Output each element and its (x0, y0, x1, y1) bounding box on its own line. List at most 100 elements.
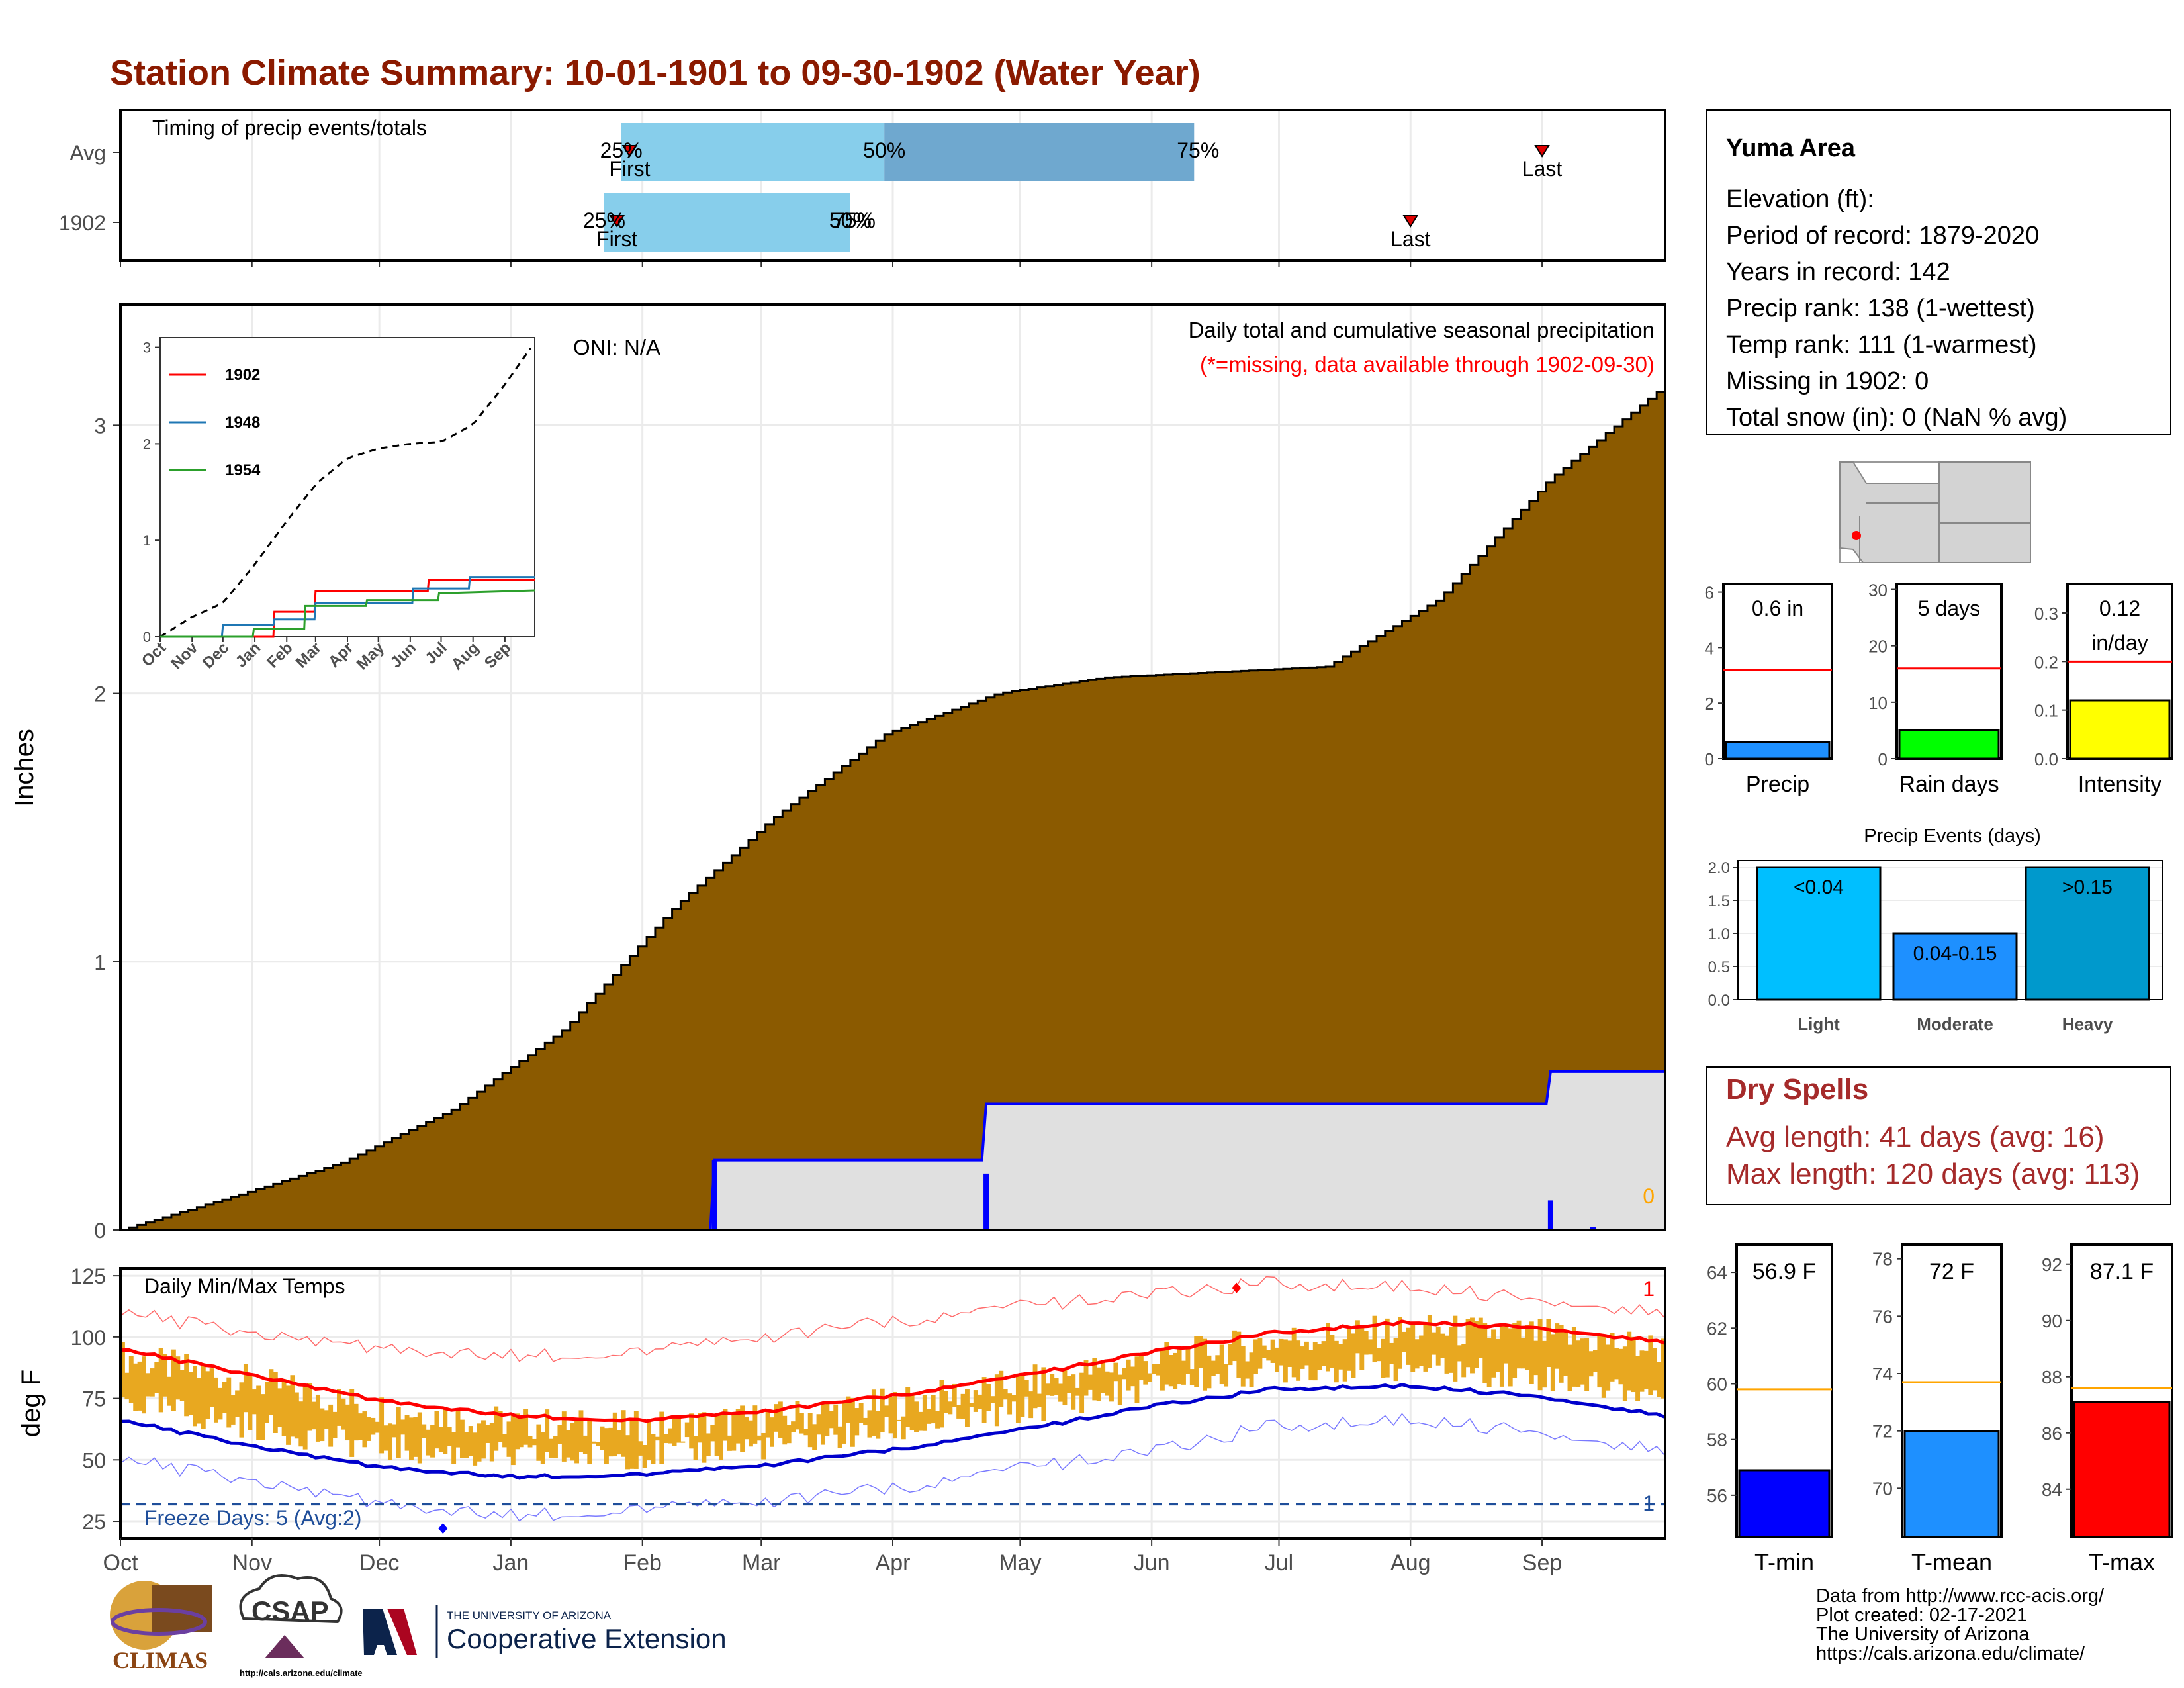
summary-bar-value: 5 days (1918, 596, 1980, 620)
daily-temp-bar (494, 1406, 499, 1451)
daily-temp-bar (451, 1432, 457, 1464)
summary-bar (1898, 729, 2000, 760)
daily-temp-bar (1032, 1364, 1038, 1409)
daily-temp-bar (523, 1409, 529, 1445)
daily-temp-bar (935, 1411, 940, 1429)
month-tick-label: Jul (1265, 1550, 1293, 1575)
daily-temp-bar (1347, 1328, 1352, 1371)
daily-temp-bar (1152, 1364, 1157, 1374)
daily-precip-bar (983, 1173, 989, 1230)
y-tick-label: 25 (82, 1510, 106, 1534)
summary-bar-name: Intensity (2078, 772, 2162, 797)
summary-bar (2069, 699, 2171, 760)
missing-data-note: (*=missing, data available through 1902-… (1200, 352, 1655, 377)
daily-temp-bar (1393, 1337, 1398, 1382)
daily-temp-bar (1105, 1371, 1110, 1396)
daily-temp-bar (663, 1434, 668, 1444)
events-bar (2025, 866, 2150, 1001)
daily-temp-bar (235, 1390, 240, 1417)
daily-temp-bar (901, 1416, 906, 1440)
daily-temp-bar (468, 1426, 473, 1456)
daily-temp-bar (1508, 1328, 1513, 1387)
daily-temp-bar (820, 1404, 825, 1445)
temp-tick-label: 88 (2042, 1367, 2062, 1387)
daily-temp-bar (621, 1410, 626, 1457)
inset-y-tick-label: 2 (143, 436, 151, 452)
daily-temp-bar (383, 1425, 388, 1451)
daily-temp-bar (248, 1374, 253, 1430)
daily-temp-bar (1189, 1369, 1195, 1385)
daily-temp-bar (345, 1404, 350, 1441)
daily-temp-bar (735, 1409, 741, 1444)
daily-temp-bar (531, 1438, 537, 1446)
daily-temp-bar (744, 1416, 749, 1440)
record-min-line (120, 1413, 1666, 1522)
station-line: Precip rank: 138 (1-wettest) (1726, 295, 2035, 322)
timing-percentile-label: 75% (1177, 138, 1219, 162)
summary-tick-label: 30 (1868, 581, 1888, 600)
daily-temp-bar (1491, 1329, 1496, 1378)
daily-temp-bar (578, 1410, 584, 1452)
daily-temp-bar (854, 1408, 860, 1436)
daily-temp-bar (307, 1383, 312, 1431)
daily-temp-bar (387, 1423, 392, 1460)
daily-temp-bar (1516, 1320, 1522, 1369)
daily-temp-bar (931, 1395, 936, 1424)
daily-temp-bar (536, 1424, 541, 1461)
inset-series-line (160, 576, 535, 638)
daily-temp-bar (366, 1417, 371, 1441)
temp-panel: Daily Min/Max Temps Freeze Days: 5 (Avg:2… (17, 1264, 1666, 1540)
daily-temp-bar (328, 1404, 334, 1447)
daily-temp-bar (1486, 1337, 1492, 1387)
daily-temp-bar (320, 1408, 325, 1442)
daily-temp-bar (1300, 1346, 1305, 1369)
station-line: Period of record: 1879-2020 (1726, 222, 2039, 250)
daily-temp-bar (1398, 1317, 1402, 1369)
daily-temp-bar (1308, 1350, 1314, 1381)
daily-temp-bar (1215, 1355, 1220, 1374)
daily-temp-bar (994, 1374, 999, 1427)
daily-temp-bar (999, 1370, 1004, 1407)
daily-temp-bar (545, 1409, 550, 1452)
daily-temp-bar (434, 1411, 439, 1449)
daily-temp-bar (778, 1401, 783, 1438)
daily-temp-bar (260, 1394, 265, 1440)
daily-temp-bar (179, 1370, 185, 1401)
daily-temp-bar (315, 1394, 320, 1442)
daily-temp-bar (438, 1427, 443, 1452)
daily-temp-bar (1440, 1333, 1445, 1358)
daily-temp-bar (651, 1434, 656, 1464)
daily-temp-bar (1567, 1344, 1572, 1391)
month-tick-label: May (999, 1550, 1041, 1575)
daily-temp-bar (918, 1411, 923, 1431)
daily-temp-bar (447, 1427, 452, 1446)
daily-temp-bar (1287, 1340, 1293, 1367)
daily-temp-bar (1657, 1362, 1662, 1397)
daily-temp-bar (1368, 1339, 1373, 1355)
daily-temp-bar (332, 1411, 338, 1438)
temp-panel-label: Daily Min/Max Temps (144, 1274, 345, 1298)
precip-panel-header: Daily total and cumulative seasonal prec… (1189, 318, 1655, 342)
daily-temp-bar (273, 1372, 278, 1434)
month-tick-label: Aug (1390, 1550, 1431, 1575)
daily-temp-bar (1559, 1325, 1564, 1383)
daily-temp-bar (1419, 1335, 1424, 1366)
daily-temp-bar (150, 1368, 155, 1397)
csap-logo: CSAP http://cals.arizona.edu/climate (239, 1574, 363, 1678)
daily-temp-bar (498, 1411, 503, 1442)
temp-tick-label: 70 (1872, 1478, 1893, 1499)
daily-temp-bar (659, 1411, 664, 1464)
daily-temp-bar (719, 1413, 724, 1460)
timing-percentile-label: 75% (833, 209, 876, 232)
daily-temp-bar (1075, 1387, 1080, 1396)
daily-temp-bar (612, 1412, 617, 1457)
daily-temp-bar (566, 1430, 571, 1458)
daily-temp-bar (791, 1421, 796, 1432)
daily-temp-bar (1533, 1340, 1539, 1376)
daily-temp-bar (1661, 1338, 1666, 1399)
csap-logo-text: CSAP (251, 1595, 329, 1626)
daily-temp-bar (676, 1415, 681, 1443)
timing-percentile-label: 50% (863, 138, 905, 162)
daily-temp-bar (1058, 1383, 1063, 1402)
daily-temp-bar (1138, 1354, 1144, 1381)
